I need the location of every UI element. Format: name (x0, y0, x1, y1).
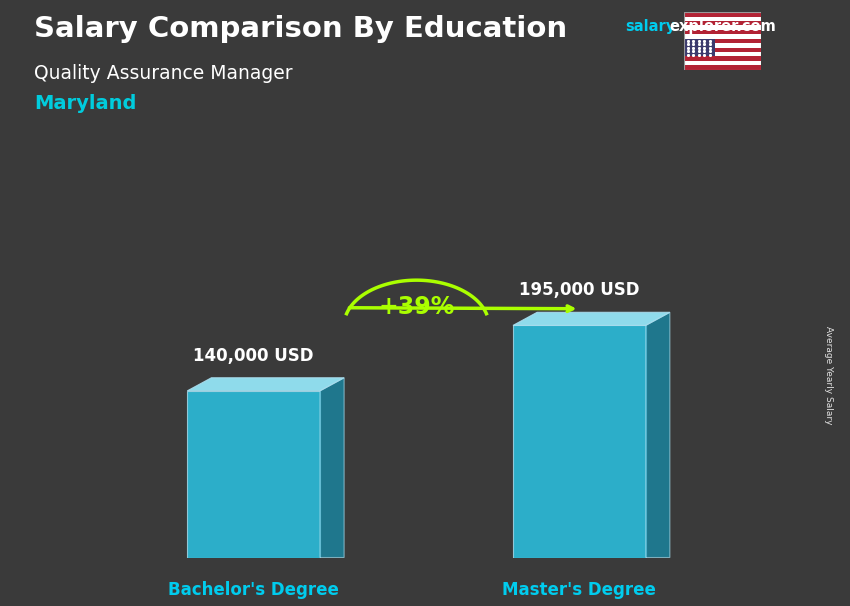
Polygon shape (513, 325, 646, 558)
Text: Master's Degree: Master's Degree (502, 581, 656, 599)
Text: +39%: +39% (378, 295, 455, 319)
Polygon shape (320, 378, 344, 558)
Polygon shape (187, 378, 344, 391)
Bar (684, 43, 761, 47)
Text: salary: salary (625, 19, 675, 35)
Bar (684, 30, 761, 35)
Polygon shape (646, 312, 670, 558)
Text: Bachelor's Degree: Bachelor's Degree (168, 581, 339, 599)
Text: Salary Comparison By Education: Salary Comparison By Education (34, 15, 567, 43)
Bar (684, 39, 715, 56)
Bar (684, 16, 761, 21)
Text: 195,000 USD: 195,000 USD (519, 281, 639, 299)
Bar (684, 21, 761, 25)
Bar (684, 65, 761, 70)
Polygon shape (513, 312, 670, 325)
Bar (684, 35, 761, 39)
Polygon shape (187, 391, 320, 558)
Bar (684, 12, 761, 16)
Text: Average Yearly Salary: Average Yearly Salary (824, 327, 833, 425)
Text: Quality Assurance Manager: Quality Assurance Manager (34, 64, 292, 82)
Bar (684, 47, 761, 52)
Text: 140,000 USD: 140,000 USD (194, 347, 314, 365)
Bar (684, 52, 761, 56)
Bar (684, 61, 761, 65)
Bar (684, 25, 761, 30)
Bar (684, 56, 761, 61)
Bar (684, 39, 761, 43)
Text: Maryland: Maryland (34, 94, 136, 113)
Text: explorer.com: explorer.com (669, 19, 776, 35)
